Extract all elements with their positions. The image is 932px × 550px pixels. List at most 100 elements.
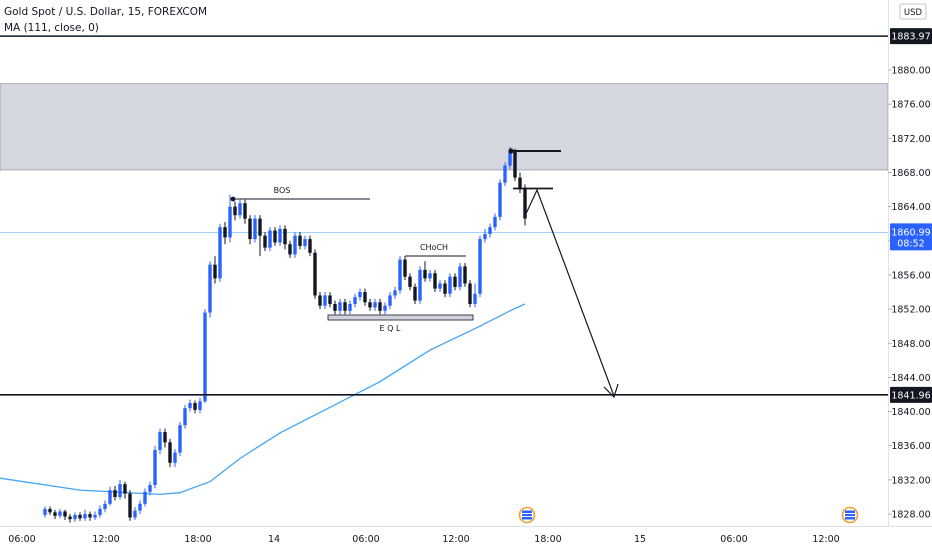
candle[interactable] [233,201,237,221]
candle[interactable] [433,269,437,293]
candle[interactable] [313,249,317,299]
candle[interactable] [333,300,337,315]
candle[interactable] [423,261,427,282]
us-flag-event-icon[interactable] [518,506,536,524]
eql-box[interactable] [327,314,474,321]
candle[interactable] [133,507,137,521]
candle[interactable] [213,256,217,284]
candle[interactable] [153,445,157,489]
moving-average-line[interactable] [0,303,526,496]
candle[interactable] [338,298,342,315]
candle[interactable] [328,292,332,308]
candle[interactable] [343,298,347,315]
candle[interactable] [258,215,262,257]
candle[interactable] [473,283,477,308]
candle[interactable] [238,199,242,219]
candle[interactable] [388,292,392,310]
candle[interactable] [108,486,112,506]
candle[interactable] [78,512,82,521]
candle[interactable] [493,213,497,231]
candle[interactable] [278,225,282,246]
candle[interactable] [418,266,422,304]
candle[interactable] [468,280,472,308]
candle[interactable] [138,500,142,515]
candle[interactable] [393,286,397,299]
candle[interactable] [228,194,232,243]
candle[interactable] [148,481,152,496]
candle[interactable] [293,232,297,258]
candle[interactable] [523,184,527,226]
candle[interactable] [118,479,122,500]
candle[interactable] [373,298,377,311]
candle[interactable] [248,215,252,245]
candle[interactable] [458,263,462,291]
us-flag-event-icon[interactable] [841,506,859,524]
candle[interactable] [303,235,307,250]
candle[interactable] [353,293,357,308]
candle[interactable] [193,400,197,414]
supply-zone[interactable] [0,83,889,171]
candle[interactable] [143,488,147,507]
high-marker-dot[interactable] [508,148,514,154]
candle[interactable] [83,509,87,521]
projection-path[interactable] [523,188,615,397]
candle[interactable] [243,199,247,224]
candle[interactable] [403,256,407,281]
candle[interactable] [368,298,372,311]
candle[interactable] [298,232,302,250]
candle[interactable] [173,449,177,468]
candle[interactable] [103,500,107,513]
candle[interactable] [168,438,172,468]
candle[interactable] [263,232,267,252]
candle[interactable] [218,223,222,282]
candle[interactable] [268,227,272,252]
candle[interactable] [183,404,187,429]
candle[interactable] [498,179,502,221]
candle[interactable] [443,280,447,298]
candle[interactable] [128,490,132,521]
candle[interactable] [428,269,432,282]
candle[interactable] [273,227,277,246]
candle[interactable] [448,273,452,298]
candle[interactable] [198,397,202,414]
candle[interactable] [348,300,352,315]
candle[interactable] [113,485,117,501]
candle[interactable] [58,508,62,519]
candle[interactable] [503,162,507,187]
candle[interactable] [378,298,382,315]
candle[interactable] [318,292,322,310]
candle[interactable] [63,509,67,521]
candle[interactable] [123,481,127,499]
currency-badge[interactable]: USD [899,3,927,20]
candle[interactable] [178,421,182,456]
candle[interactable] [203,309,207,404]
candle[interactable] [73,512,77,522]
candle[interactable] [163,428,167,448]
candle[interactable] [223,222,227,245]
candle[interactable] [358,288,362,301]
bos-anchor-dot[interactable] [230,196,236,202]
candle[interactable] [478,235,482,298]
candle[interactable] [363,288,367,306]
candle[interactable] [48,506,52,515]
candle[interactable] [483,228,487,243]
candle[interactable] [513,148,517,182]
candle[interactable] [188,399,192,412]
candle[interactable] [413,283,417,304]
candle[interactable] [488,223,492,238]
candle[interactable] [453,273,457,291]
candle[interactable] [438,280,442,293]
candle[interactable] [408,273,412,291]
candle[interactable] [208,261,212,318]
candle[interactable] [53,509,57,520]
candle[interactable] [68,514,72,523]
candle[interactable] [308,235,312,257]
candle[interactable] [288,240,292,258]
candle[interactable] [43,506,47,518]
candle[interactable] [88,511,92,521]
candle[interactable] [98,505,102,518]
candle[interactable] [283,225,287,250]
candle[interactable] [93,511,97,521]
candle[interactable] [398,256,402,294]
